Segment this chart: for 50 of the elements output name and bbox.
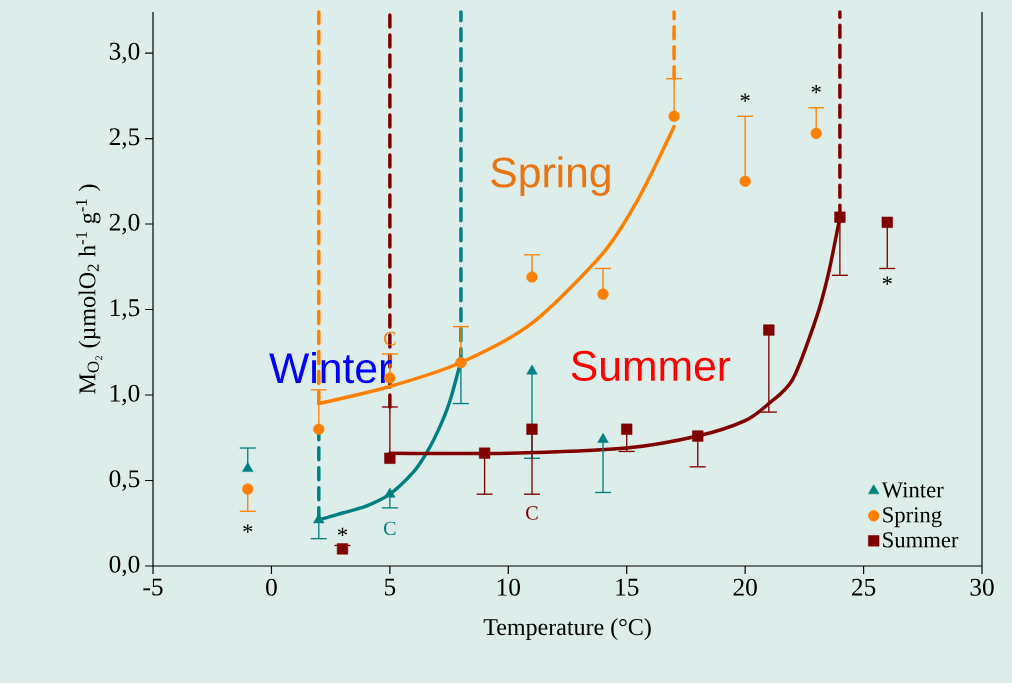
annotation: *	[811, 84, 821, 94]
point	[526, 271, 538, 283]
annotation: Summer	[571, 350, 731, 382]
point	[692, 430, 704, 442]
legend-label: Winter	[881, 482, 944, 498]
point	[384, 452, 396, 464]
point	[526, 364, 538, 375]
point	[455, 356, 467, 369]
point	[834, 211, 846, 223]
point	[621, 423, 633, 435]
y-tick-label: 0,5	[109, 470, 140, 491]
point	[597, 288, 609, 300]
x-tick-label: 5	[385, 578, 396, 596]
annotation: *	[740, 93, 750, 102]
x-tick-label: 0	[266, 578, 277, 596]
y-tick-label: 0,0	[109, 555, 140, 577]
annotation: Spring	[491, 156, 610, 197]
point	[384, 487, 396, 498]
x-tick-label: 20	[733, 578, 757, 596]
point	[242, 462, 254, 472]
point	[739, 175, 751, 187]
point	[763, 324, 775, 336]
annotation: *	[337, 527, 348, 537]
annotation: *	[243, 524, 253, 533]
point	[242, 483, 254, 495]
point	[881, 216, 893, 228]
point	[597, 433, 609, 443]
annotation: C	[526, 506, 538, 520]
annotation: C	[384, 521, 396, 536]
point	[526, 423, 538, 435]
x-tick-label: 15	[616, 578, 639, 596]
text: M$_{O₂}$ (µmolO$_{2}$ h$^{-1}$ g$^{-1}$ )	[75, 184, 103, 394]
legend-label: Summer	[883, 532, 959, 548]
y-tick-label: 3,0	[109, 42, 140, 64]
point	[668, 110, 680, 122]
point	[479, 447, 491, 459]
point	[336, 543, 349, 555]
point	[810, 127, 822, 139]
x-tick-label: -5	[143, 578, 163, 596]
legend-label: Spring	[883, 507, 942, 528]
x-tick-label: 10	[497, 578, 520, 596]
x-axis-title: Temperature (°C)	[483, 618, 651, 641]
y-tick-label: 2,0	[109, 213, 140, 235]
x-tick-label: 25	[852, 578, 876, 596]
y-tick-label: 1,5	[110, 299, 140, 320]
x-tick-label: 30	[970, 578, 994, 596]
annotation: *	[882, 276, 892, 285]
y-tick-label: 2,5	[109, 128, 140, 149]
point	[313, 423, 325, 435]
y-tick-label: 1,0	[110, 384, 140, 406]
